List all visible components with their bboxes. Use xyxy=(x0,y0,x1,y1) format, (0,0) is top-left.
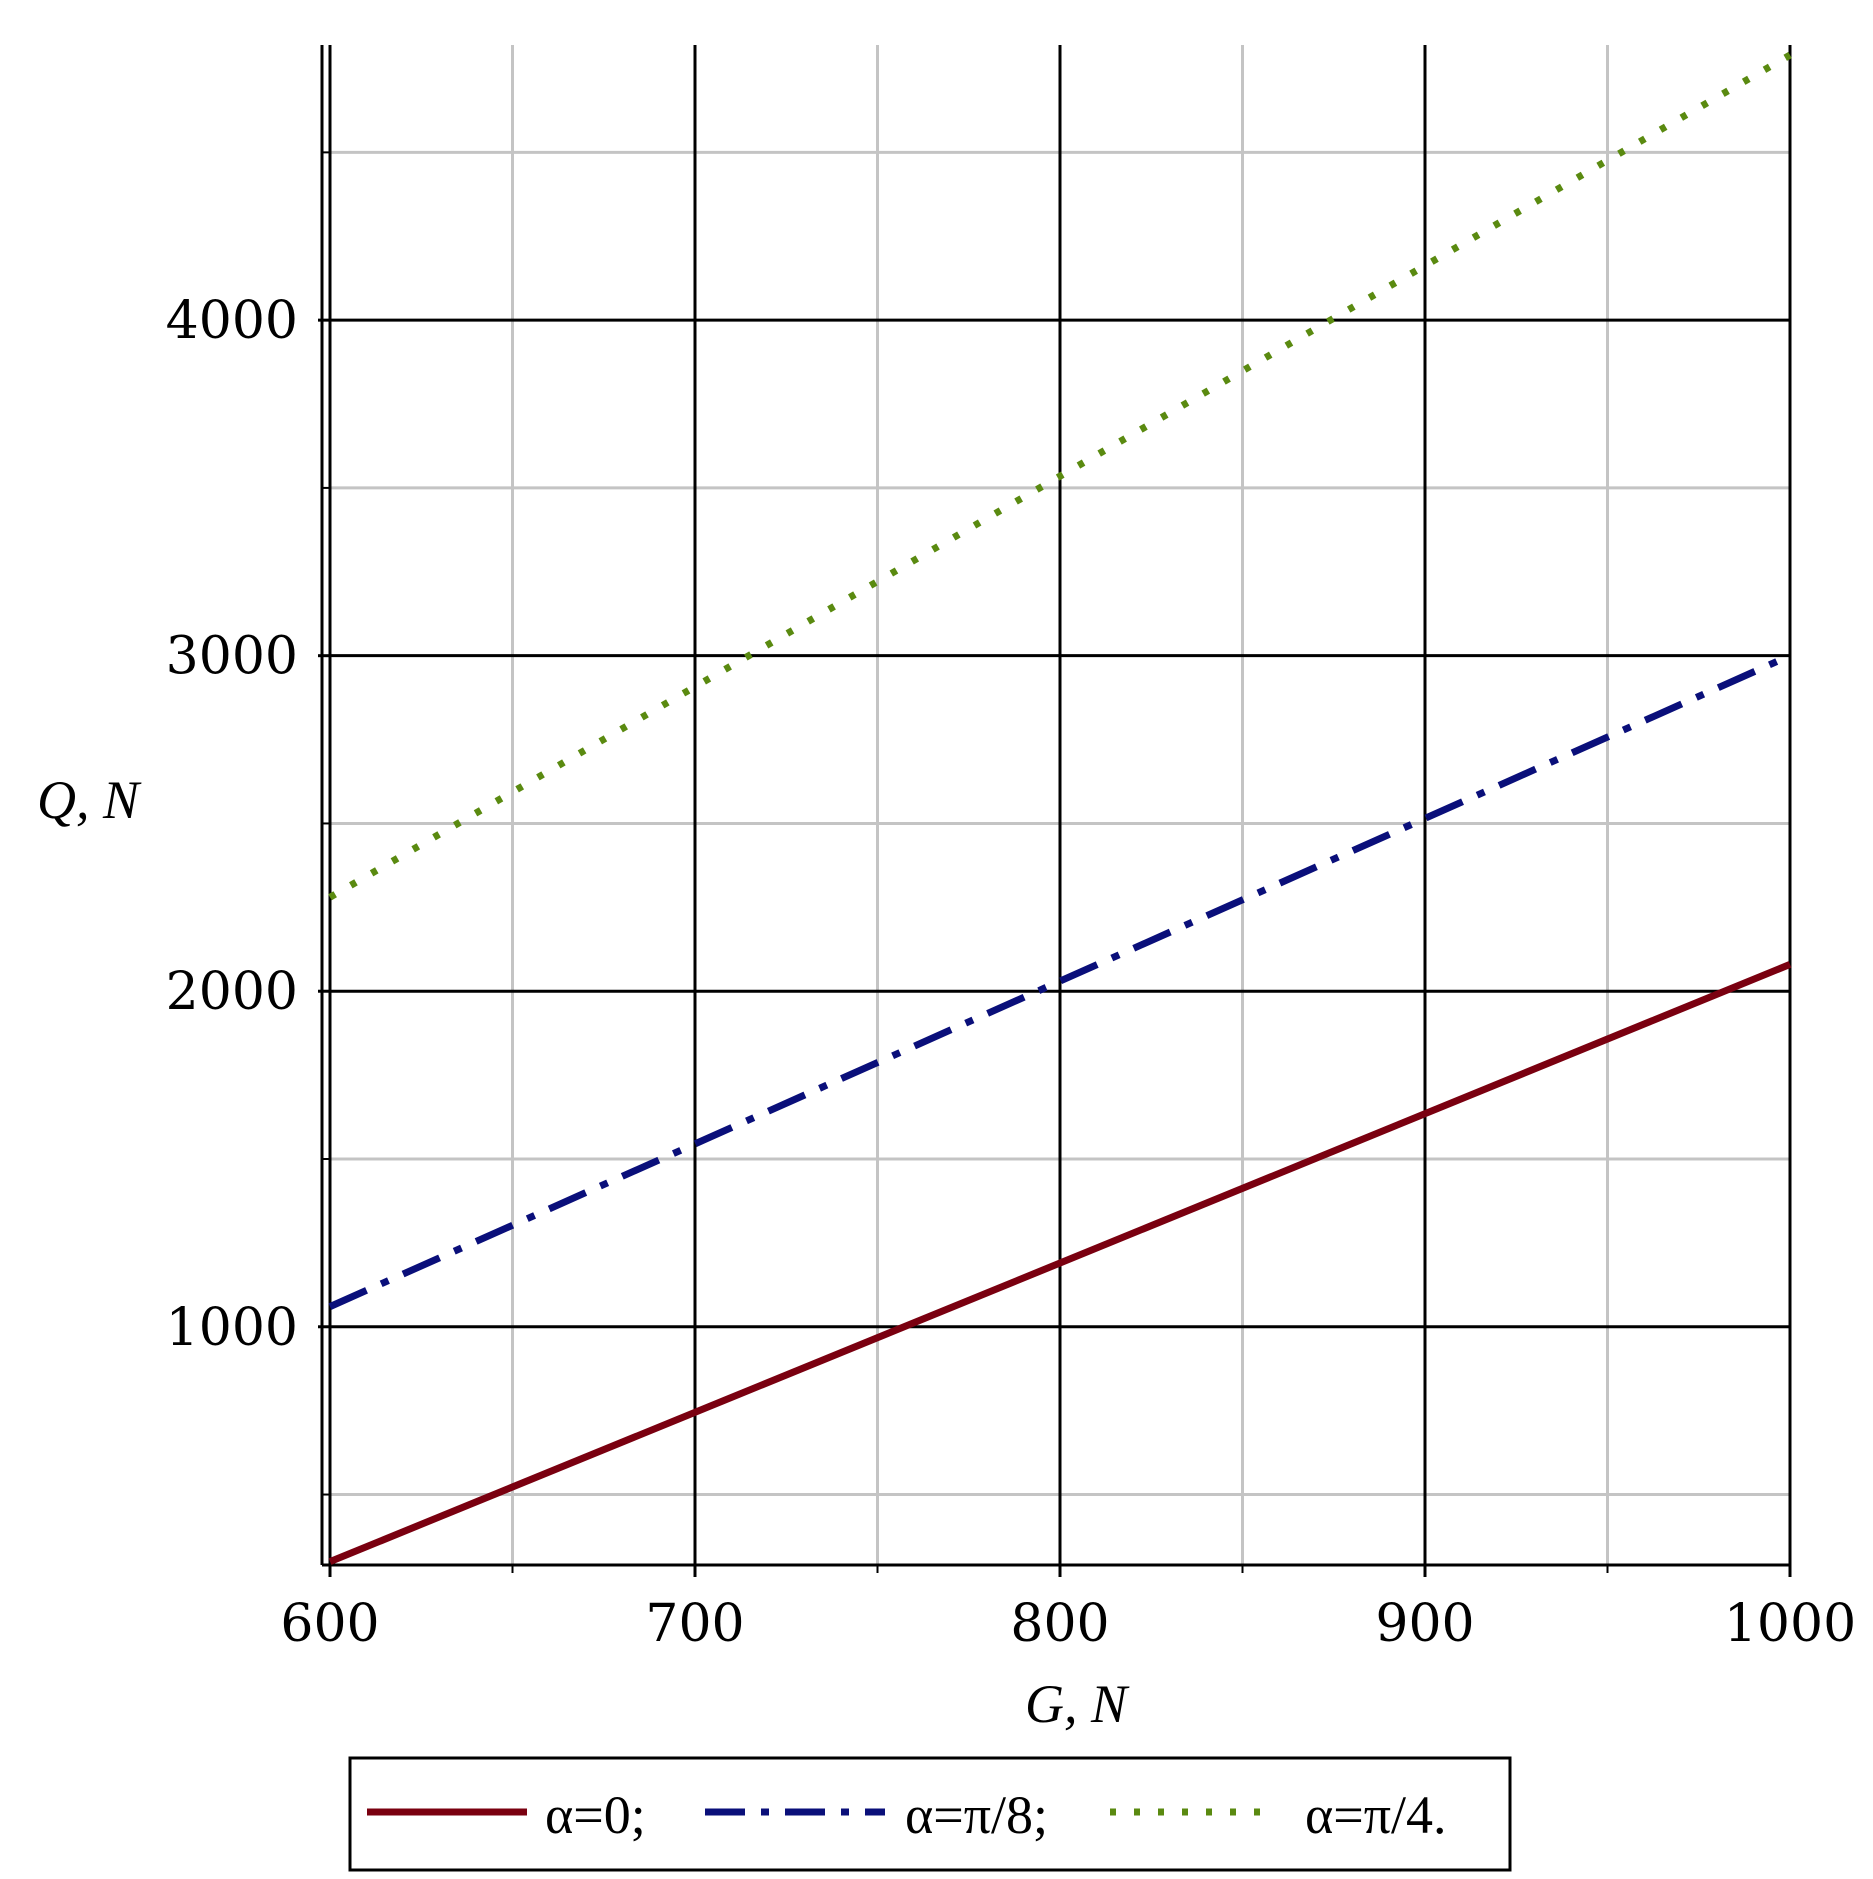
legend-label-alpha-pi-8: α=π/8; xyxy=(905,1785,1048,1845)
x-axis-label: G, N xyxy=(1025,1674,1130,1734)
x-tick-label-1000: 1000 xyxy=(1724,1594,1856,1654)
x-tick-label-600: 600 xyxy=(280,1594,379,1654)
axes xyxy=(318,45,1792,1577)
tick-labels: 600 700 800 900 1000 1000 2000 3000 4000 xyxy=(166,291,1857,1654)
series-line-1 xyxy=(328,652,1792,1310)
series-line-0 xyxy=(328,961,1792,1565)
y-axis-label: Q, N xyxy=(37,770,142,830)
series-line-2 xyxy=(328,52,1792,901)
major-grid xyxy=(328,45,1792,1565)
y-tick-label-3000: 3000 xyxy=(166,627,298,687)
legend-box xyxy=(348,1756,1512,1872)
y-tick-label-4000: 4000 xyxy=(166,291,298,351)
x-tick-label-900: 900 xyxy=(1375,1594,1474,1654)
legend: α=0; α=π/8; α=π/4. xyxy=(348,1756,1512,1872)
x-tick-label-800: 800 xyxy=(1010,1594,1109,1654)
y-tick-label-1000: 1000 xyxy=(166,1298,298,1358)
legend-label-alpha-0: α=0; xyxy=(545,1785,646,1845)
legend-label-alpha-pi-4: α=π/4. xyxy=(1305,1785,1447,1845)
series-layer xyxy=(328,52,1792,1565)
y-tick-label-2000: 2000 xyxy=(166,962,298,1022)
x-tick-label-700: 700 xyxy=(645,1594,744,1654)
